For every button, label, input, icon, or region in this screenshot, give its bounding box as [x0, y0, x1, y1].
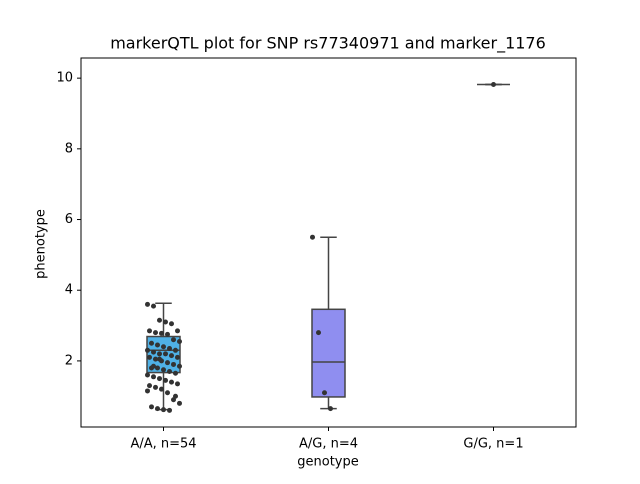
data-point: [177, 363, 182, 369]
data-point: [153, 330, 158, 336]
data-point: [491, 82, 496, 88]
y-tick-label: 10: [56, 71, 73, 86]
data-point: [151, 303, 156, 309]
data-point: [161, 367, 166, 373]
data-point: [177, 400, 182, 406]
data-point: [159, 330, 164, 336]
x-tick-label: G/G, n=1: [463, 437, 523, 452]
data-point: [145, 388, 150, 394]
data-point: [147, 328, 152, 334]
y-axis-label: phenotype: [34, 209, 49, 279]
data-point: [167, 346, 172, 352]
data-point: [155, 365, 160, 371]
data-point: [173, 370, 178, 376]
data-point: [169, 353, 174, 359]
data-point: [155, 342, 160, 348]
data-point: [145, 301, 150, 307]
box: [311, 308, 346, 398]
data-point: [169, 321, 174, 327]
data-point: [145, 372, 150, 378]
data-point: [147, 383, 152, 389]
data-point: [175, 354, 180, 360]
data-point: [149, 404, 154, 410]
data-point: [163, 377, 168, 383]
data-point: [167, 407, 172, 413]
data-point: [165, 390, 170, 396]
y-tick-label: 6: [65, 212, 73, 227]
data-point: [151, 363, 156, 369]
data-point: [145, 347, 150, 353]
data-point: [328, 406, 333, 412]
data-point: [157, 317, 162, 323]
data-point: [177, 338, 182, 344]
x-axis-label: genotype: [297, 455, 358, 470]
data-point: [149, 340, 154, 346]
data-point: [322, 390, 327, 396]
y-tick-label: 8: [65, 141, 73, 156]
data-point: [147, 354, 152, 360]
data-point: [167, 369, 172, 375]
x-tick-label: A/A, n=54: [130, 437, 196, 452]
data-point: [157, 356, 162, 362]
data-point: [153, 384, 158, 390]
data-point: [165, 331, 170, 337]
y-tick-label: 4: [65, 283, 73, 298]
data-point: [171, 361, 176, 367]
data-point: [157, 376, 162, 382]
data-point: [161, 407, 166, 413]
data-point: [171, 337, 176, 343]
data-point: [310, 234, 315, 240]
y-tick-label: 2: [65, 353, 73, 368]
data-point: [175, 328, 180, 334]
data-point: [165, 360, 170, 366]
data-point: [161, 344, 166, 350]
data-point: [175, 381, 180, 387]
data-point: [153, 356, 158, 362]
data-point: [151, 374, 156, 380]
data-point: [151, 349, 156, 355]
data-point: [159, 386, 164, 392]
data-point: [157, 351, 162, 357]
data-point: [169, 379, 174, 385]
data-point: [173, 393, 178, 399]
x-tick-label: A/G, n=4: [299, 437, 358, 452]
data-point: [163, 351, 168, 357]
data-point: [316, 330, 321, 336]
chart-title: markerQTL plot for SNP rs77340971 and ma…: [110, 34, 546, 54]
data-point: [173, 347, 178, 353]
data-point: [163, 319, 168, 325]
data-point: [155, 406, 160, 412]
